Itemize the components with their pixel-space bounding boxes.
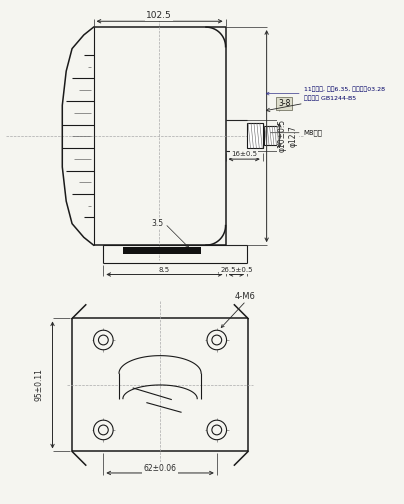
Bar	[123, 247, 201, 254]
Text: 8.5: 8.5	[158, 267, 170, 273]
Text: 102.5: 102.5	[146, 11, 172, 20]
Circle shape	[99, 335, 108, 345]
Text: 齿轮标准 GB1244-B5: 齿轮标准 GB1244-B5	[304, 96, 356, 101]
Circle shape	[212, 335, 222, 345]
Text: M8贺母: M8贺母	[304, 130, 323, 136]
Text: 16±0.5: 16±0.5	[231, 151, 257, 157]
Circle shape	[207, 330, 227, 350]
Text: 3-8: 3-8	[278, 99, 290, 108]
Circle shape	[94, 330, 113, 350]
Text: φ12.7: φ12.7	[288, 125, 297, 147]
Text: 95±0.11: 95±0.11	[34, 368, 43, 401]
Circle shape	[207, 420, 227, 439]
Text: 3.5: 3.5	[152, 219, 164, 228]
Circle shape	[212, 425, 222, 435]
Text: 62±0.06: 62±0.06	[143, 464, 177, 473]
Circle shape	[99, 425, 108, 435]
Text: φ10±0.5: φ10±0.5	[278, 119, 287, 152]
Bar	[264, 126, 278, 146]
Circle shape	[94, 420, 113, 439]
Bar	[247, 123, 263, 148]
Text: 11齿链轮, 节敬6.35, 齿子外冉03.28: 11齿链轮, 节敬6.35, 齿子外冉03.28	[304, 87, 385, 93]
Text: 4-M6: 4-M6	[234, 292, 255, 301]
Text: 26.5±0.5: 26.5±0.5	[220, 267, 252, 273]
